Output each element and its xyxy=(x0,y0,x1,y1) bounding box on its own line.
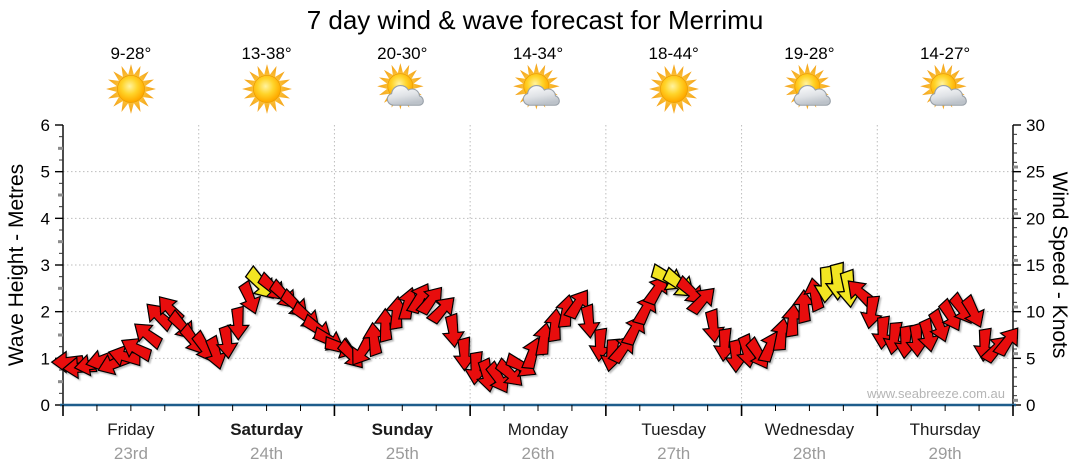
weather-icon-wrap xyxy=(783,63,835,115)
page-title: 7 day wind & wave forecast for Merrimu xyxy=(306,5,764,35)
wind-arrow xyxy=(577,303,601,339)
cloud-shape xyxy=(387,84,425,106)
left-axis-tick-label: 2 xyxy=(41,303,50,322)
day-name-label: Sunday xyxy=(371,420,433,439)
sun-cloud-icon xyxy=(784,63,832,110)
wind-arrow xyxy=(675,274,704,304)
left-axis-tick-label: 6 xyxy=(41,116,50,135)
wind-arrow xyxy=(441,312,465,349)
cloud-shape xyxy=(929,84,967,106)
temperature-range-label: 18-44° xyxy=(648,44,699,63)
sun-icon xyxy=(648,64,699,114)
wind-arrow xyxy=(642,275,668,306)
temperature-range-label: 9-28° xyxy=(110,44,152,63)
sun-icon xyxy=(105,64,156,114)
temperature-range-label: 20-30° xyxy=(377,44,428,63)
day-date-label: 28th xyxy=(792,444,826,463)
temperature-range-label: 14-27° xyxy=(919,44,971,63)
day-name-label: Tuesday xyxy=(641,420,706,439)
cloud-shape xyxy=(522,84,560,106)
right-axis-tick-label: 0 xyxy=(1026,396,1035,415)
left-axis-tick-label: 5 xyxy=(41,163,50,182)
day-date-label: 23rd xyxy=(113,444,148,463)
right-axis-tick-label: 20 xyxy=(1026,209,1045,228)
temperature-range-label: 14-34° xyxy=(512,44,564,63)
right-axis-tick-label: 30 xyxy=(1026,116,1045,135)
wind-arrow xyxy=(992,327,1019,357)
day-date-label: 25th xyxy=(385,444,419,463)
weather-icon-wrap xyxy=(376,63,428,115)
wind-arrow xyxy=(425,297,455,325)
weather-icon-wrap xyxy=(105,63,157,115)
wind-arrow xyxy=(859,295,883,330)
day-date-label: 27th xyxy=(657,444,691,463)
wind-arrow xyxy=(215,323,239,360)
left-axis-tick-label: 3 xyxy=(41,256,50,275)
day-name-label: Friday xyxy=(107,420,155,439)
left-axis-tick-label: 1 xyxy=(41,349,50,368)
temperature-range-label: 19-28° xyxy=(784,44,835,63)
day-date-label: 29th xyxy=(928,444,962,463)
weather-icon-wrap xyxy=(241,63,293,115)
left-axis-tick-label: 0 xyxy=(41,396,50,415)
sun-cloud-icon xyxy=(513,63,560,110)
watermark-text: www.seabreeze.com.au xyxy=(866,386,1005,401)
day-name-label: Thursday xyxy=(909,420,981,439)
sun-cloud-icon xyxy=(377,63,425,110)
wind-arrow xyxy=(238,279,262,315)
left-axis-tick-label: 4 xyxy=(41,209,50,228)
wind-arrow-group xyxy=(50,261,1019,394)
right-axis-tick-label: 25 xyxy=(1026,163,1045,182)
wind-arrow xyxy=(133,323,164,351)
right-axis-tick-label: 10 xyxy=(1026,303,1045,322)
day-date-label: 24th xyxy=(250,444,284,463)
wind-arrow xyxy=(701,307,726,344)
right-axis-title: Wind Speed - Knots xyxy=(1048,171,1071,359)
weather-icon-wrap xyxy=(648,63,700,115)
day-name-label: Saturday xyxy=(230,420,303,439)
left-axis-title: Wave Height - Metres xyxy=(5,163,28,367)
wind-arrow xyxy=(961,293,985,329)
sun-cloud-icon xyxy=(920,63,967,110)
day-name-label: Monday xyxy=(507,420,569,439)
weather-icon-wrap xyxy=(512,63,564,115)
right-axis-tick-label: 5 xyxy=(1026,349,1035,368)
day-date-label: 26th xyxy=(521,444,555,463)
sun-icon xyxy=(241,64,292,114)
temperature-range-label: 13-38° xyxy=(241,44,292,63)
wind-arrow xyxy=(226,305,250,341)
weather-icon-wrap xyxy=(919,63,971,115)
right-axis-tick-label: 15 xyxy=(1026,256,1045,275)
cloud-shape xyxy=(794,84,832,106)
day-name-label: Wednesday xyxy=(764,420,855,439)
wind-arrow xyxy=(685,287,715,316)
